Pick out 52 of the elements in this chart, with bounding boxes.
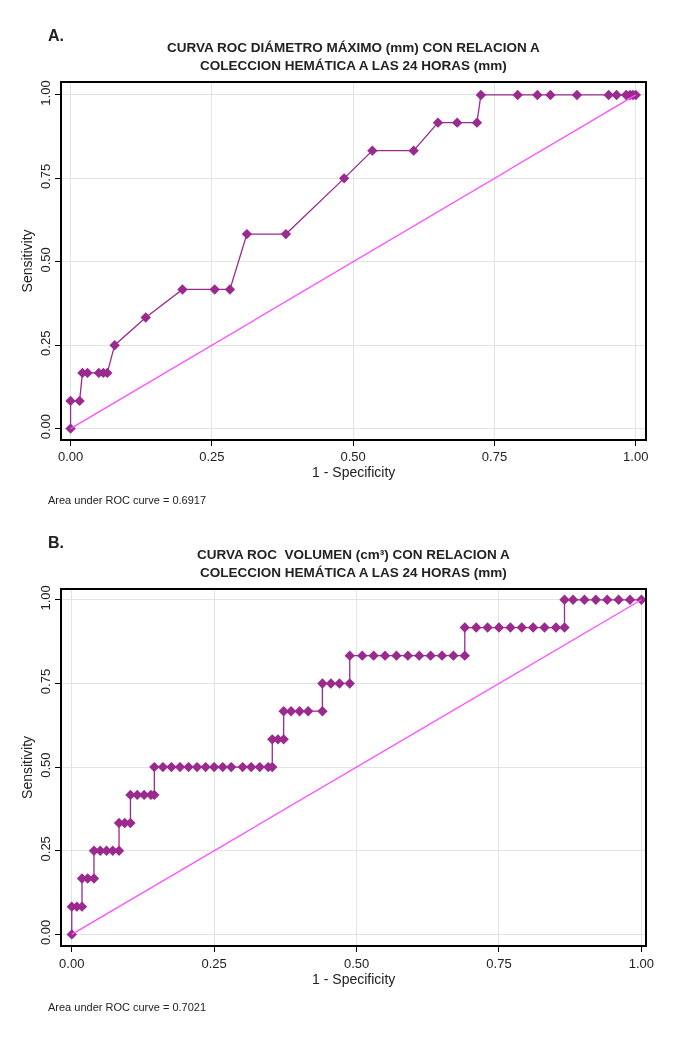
- point: [65, 395, 76, 407]
- x-axis-title: 1 - Specificity: [312, 970, 396, 987]
- x-tick-label: 0.25: [201, 955, 227, 971]
- text: Area under ROC curve = 0.7021: [48, 1001, 207, 1013]
- x-tick-label: 0.75: [481, 449, 508, 465]
- x-tick-label: 0.00: [59, 955, 85, 971]
- y-axis-title: Sensitivity: [18, 735, 35, 799]
- point: [532, 89, 543, 101]
- y-axis-title: Sensitivity: [18, 229, 35, 293]
- point: [224, 284, 236, 295]
- x-tick-label: 0.75: [486, 955, 512, 971]
- point: [475, 89, 487, 101]
- x-tick-label: 0.25: [199, 449, 225, 465]
- point: [280, 228, 292, 240]
- y-tick-label: 1.00: [37, 585, 53, 611]
- point: [65, 423, 76, 434]
- point: [338, 173, 350, 184]
- chart-title: CURVA ROC VOLUMEN (cm³) CON RELACION A COLECCION HEMÁTICA A LAS 24 HORAS (mm): [197, 547, 511, 580]
- y-tick-label: 0.50: [37, 752, 53, 778]
- point: [209, 284, 220, 295]
- point: [367, 145, 378, 156]
- point: [432, 117, 444, 128]
- text: Area under ROC curve = 0.6917: [48, 494, 207, 506]
- point: [408, 145, 419, 156]
- y-tick-label: 0.75: [37, 163, 53, 190]
- point: [471, 117, 483, 128]
- y-tick-label: 0.00: [37, 919, 53, 946]
- point: [451, 117, 463, 128]
- point: [611, 89, 622, 101]
- x-tick-label: 0.50: [343, 955, 370, 971]
- y-tick-label: 1.00: [37, 80, 53, 106]
- text: A.: [48, 27, 64, 44]
- point: [545, 89, 556, 101]
- point: [241, 228, 253, 240]
- x-tick-label: 0.00: [57, 449, 84, 465]
- point: [177, 284, 188, 295]
- y-tick-label: 0.25: [37, 330, 53, 356]
- x-tick-label: 1.00: [628, 955, 655, 971]
- x-axis-title: 1 - Specificity: [312, 464, 396, 481]
- point: [109, 340, 120, 351]
- y-tick-label: 0.25: [37, 836, 53, 862]
- text: B.: [48, 534, 64, 551]
- y-tick-label: 0.00: [37, 414, 53, 440]
- x-tick-label: 1.00: [623, 449, 649, 465]
- chart-title: CURVA ROC DIÁMETRO MÁXIMO (mm) CON RELACION A COLECCION HEMÁTICA A LAS 24 HORAS (mm): [167, 40, 540, 73]
- point: [512, 89, 523, 101]
- y-tick-label: 0.75: [37, 668, 53, 695]
- point: [571, 89, 583, 101]
- point: [74, 395, 85, 407]
- x-tick-label: 0.50: [340, 449, 366, 465]
- y-tick-label: 0.50: [37, 247, 53, 273]
- point: [140, 312, 151, 323]
